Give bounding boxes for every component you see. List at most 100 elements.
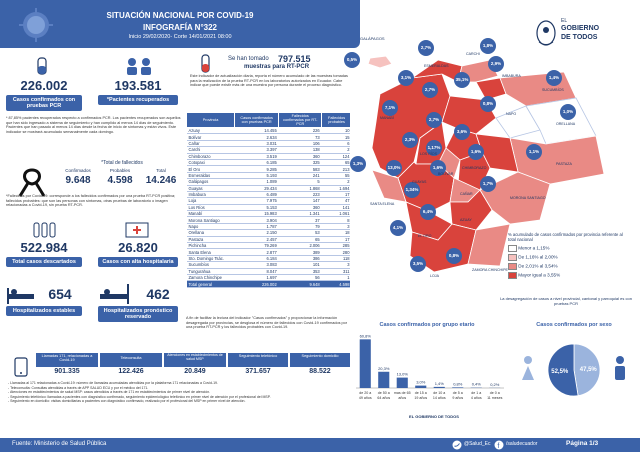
age-bar xyxy=(396,377,408,388)
logo-line-3: DE TODOS xyxy=(561,34,598,41)
hospitalized-reserved-label: Hospitalizados pronóstico reservado xyxy=(98,306,178,322)
age-category-label: de 0 a xyxy=(490,391,500,395)
map-badge: 2,7% xyxy=(418,40,434,56)
svg-text:f: f xyxy=(497,443,499,450)
province-name-cell: Morona Santiago xyxy=(186,216,235,224)
province-name-cell: Azuay xyxy=(186,127,235,135)
province-label: LOS RÍOS xyxy=(420,152,437,156)
province-name-cell: Tungurahua xyxy=(186,268,235,276)
value-cell: 2.150 xyxy=(234,229,279,237)
tracking-note: - Atenciones en establecimientos de salu… xyxy=(8,390,211,395)
confirmed-value: 226.002 xyxy=(20,78,68,93)
province-table-container: Provincia Casos confirmados con pruebas … xyxy=(186,112,352,288)
legend-label: Mayor igual a 3,55% xyxy=(518,272,561,278)
age-category-label: de 15 a xyxy=(415,391,427,395)
page-title: SITUACIÓN NACIONAL POR COVID-19 xyxy=(106,11,254,20)
value-cell: 6.489 xyxy=(234,191,279,199)
tests-unit: muestras para RT-PCR xyxy=(244,64,310,70)
legend-swatch xyxy=(508,245,517,252)
deaths-title: *Total de fallecidos xyxy=(101,160,143,166)
test-tube-icon xyxy=(37,57,47,75)
table-row: Azuay 14.455 226 10 xyxy=(186,127,352,135)
table-row: Carchi 3.397 138 2 xyxy=(186,146,352,154)
deaths-total-value: 14.246 xyxy=(145,175,177,186)
table-row: Pichincha 79.269 2.006 285 xyxy=(186,242,352,250)
value-cell: 37 xyxy=(278,216,322,224)
value-cell: 2 xyxy=(321,178,352,186)
government-logo: EL GOBIERNO DE TODOS xyxy=(535,18,625,52)
age-category-label: de 20 a xyxy=(359,391,371,395)
map-badge: 3,5% xyxy=(410,256,426,272)
tracking-note: - Teleconsulta: Consultas atendidas a tr… xyxy=(8,385,149,390)
social-twitter[interactable]: @Salud_Ec xyxy=(464,441,491,447)
twitter-icon[interactable] xyxy=(452,440,462,450)
map-badge: 1,34% xyxy=(404,182,420,198)
tracking-tele-value: 371.657 xyxy=(245,368,271,375)
age-category-label: 19 años xyxy=(414,396,427,400)
legend-item: De 2,01% al 3,54% xyxy=(508,263,628,270)
table-row: Napo 1.787 79 3 xyxy=(186,223,352,231)
province-name-cell: Pichincha xyxy=(186,242,235,250)
age-category-label: de 50 a xyxy=(378,391,390,395)
province-name-cell: Cañar xyxy=(186,140,235,148)
facebook-icon[interactable]: f xyxy=(494,440,504,450)
map-badge: 2,7% xyxy=(422,82,438,98)
table-row: Sucumbíos 3.083 101 3 xyxy=(186,261,352,269)
value-cell: 353 xyxy=(278,268,322,276)
value-cell: 29.434 xyxy=(234,185,279,192)
coat-of-arms-icon xyxy=(536,20,556,46)
table-header: Fallecidos probables xyxy=(321,112,352,128)
value-cell: 2.877 xyxy=(234,248,279,256)
table-row: Manabí 15.983 1.341 1.061 xyxy=(186,210,352,218)
value-cell: 1.089 xyxy=(234,178,279,186)
value-cell: 3.904 xyxy=(234,216,279,224)
province-galapagos xyxy=(367,55,393,69)
value-cell: 3 xyxy=(321,223,352,231)
table-row: Esmeraldas 5.193 241 55 xyxy=(186,172,352,180)
table-header: Fallecidos confirmados por RT-PCR xyxy=(278,112,323,128)
woman-icon xyxy=(522,356,534,380)
province-name-cell: Esmeraldas xyxy=(186,172,235,180)
social-facebook[interactable]: /saludecuador xyxy=(506,441,538,447)
sex-slice-label: 47,5% xyxy=(580,367,598,373)
map-badge: 1,8% xyxy=(480,38,496,54)
age-bar-label: 0,4% xyxy=(472,382,482,387)
map-badges: 0,5% 2,7% 1,8% 2,9% 3,1% 35,1% 1,4% 7,1%… xyxy=(344,38,640,292)
phone-icon xyxy=(14,357,28,377)
tests-note: Este indicador de actualización diaria, … xyxy=(190,74,348,88)
province-name-cell: Carchi xyxy=(186,146,235,154)
value-cell: 3 xyxy=(321,261,352,269)
value-cell: 285 xyxy=(321,242,352,250)
value-cell: 2.006 xyxy=(278,242,322,250)
table-row: Guayas 29.434 1.868 1.694 xyxy=(186,185,352,192)
value-cell: 360 xyxy=(278,153,322,160)
table-row: Pastaza 2.457 65 17 xyxy=(186,236,352,244)
map-badge: 6,4% xyxy=(420,204,436,220)
age-chart: 60,8% de 20 a49 años 20,3% de 50 a64 años 13… xyxy=(356,333,504,400)
age-category-label: 11 meses xyxy=(487,396,503,400)
province-name-cell: Sucumbíos xyxy=(186,261,235,269)
value-cell: 17 xyxy=(321,191,352,199)
total-cell: 4.598 xyxy=(321,280,352,288)
table-row: Cañar 3.031 106 6 xyxy=(186,140,352,148)
value-cell: 5.193 xyxy=(234,172,279,180)
footer xyxy=(0,438,640,452)
deaths-confirmed-label: Confirmados xyxy=(65,168,91,173)
age-bar-label: 13,0% xyxy=(397,372,409,377)
value-cell: 55 xyxy=(321,172,352,180)
table-row: Cotopaxi 6.185 325 65 xyxy=(186,159,352,167)
value-cell: 65 xyxy=(321,159,352,167)
table-header: Provincia xyxy=(186,112,235,128)
province-name-cell: Chimborazo xyxy=(186,153,235,160)
value-cell: 389 xyxy=(278,248,322,256)
value-cell: 5.153 xyxy=(234,204,279,212)
logo-line-1: EL xyxy=(561,18,568,24)
province-label: ZAMORA CHINCHIPE xyxy=(472,268,508,272)
footer-logo-text: EL GOBIERNO DE TODOS xyxy=(405,414,463,419)
map-badge: 1,6% xyxy=(430,160,446,176)
province-label: CARCHI xyxy=(466,52,480,56)
value-cell: 583 xyxy=(278,165,322,173)
age-chart-title: Casos confirmados por grupo etario xyxy=(379,322,475,328)
value-cell: 147 xyxy=(278,197,322,205)
province-name-cell: Imbabura xyxy=(186,191,235,199)
